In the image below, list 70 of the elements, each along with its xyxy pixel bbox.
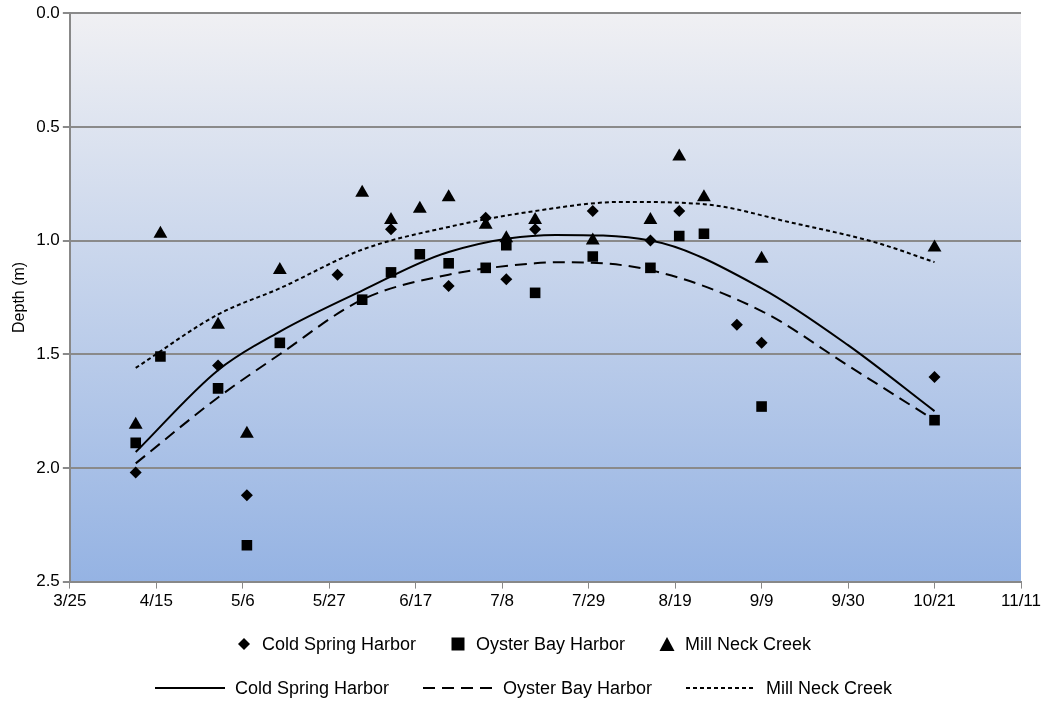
point — [928, 370, 941, 383]
point — [211, 316, 225, 329]
y-tick-label: 1.0 — [36, 230, 60, 250]
x-tick-label: 8/19 — [658, 591, 692, 611]
legend-label: Oyster Bay Harbor — [503, 677, 653, 699]
point — [754, 250, 769, 263]
x-tick-label: 4/15 — [139, 591, 173, 611]
point — [756, 401, 767, 412]
y-axis-title: Depth (m) — [10, 261, 28, 333]
point — [529, 223, 542, 236]
point — [153, 225, 168, 238]
point — [643, 212, 658, 225]
legend-label: Oyster Bay Harbor — [476, 633, 626, 655]
point — [441, 189, 456, 202]
point — [212, 383, 224, 394]
x-tick-label: 7/29 — [572, 591, 606, 611]
point — [500, 273, 513, 286]
point — [672, 148, 687, 161]
point — [645, 262, 656, 274]
point — [673, 230, 685, 242]
point — [385, 267, 397, 278]
point — [528, 212, 543, 225]
point — [331, 268, 344, 281]
x-tick-label: 7/8 — [490, 591, 514, 611]
legend-label: Mill Neck Creek — [766, 677, 893, 699]
x-tick-label: 10/21 — [913, 591, 956, 611]
y-tick-label: 1.5 — [36, 343, 60, 363]
point — [240, 489, 253, 502]
point — [241, 539, 253, 551]
point — [443, 257, 454, 269]
point — [129, 466, 142, 479]
point — [212, 359, 225, 372]
point — [755, 336, 768, 349]
point — [384, 212, 398, 225]
legend-label: Cold Spring Harbor — [234, 677, 389, 699]
point — [698, 228, 710, 240]
legend-label: Mill Neck Creek — [685, 633, 812, 655]
point — [673, 205, 686, 217]
x-tick-label: 3/25 — [53, 591, 87, 611]
x-tick-label: 6/17 — [399, 591, 433, 611]
point — [927, 239, 942, 252]
point — [414, 248, 426, 260]
point — [272, 262, 287, 275]
x-tick-label: 5/27 — [312, 591, 346, 611]
line-series — [134, 200, 936, 369]
point — [730, 318, 743, 331]
x-tick-label: 9/30 — [831, 591, 865, 611]
point — [697, 189, 711, 202]
x-tick-label: 5/6 — [230, 591, 255, 611]
point — [929, 414, 940, 426]
x-tick-label: 11/11 — [1000, 591, 1042, 611]
point — [585, 232, 600, 245]
point — [412, 200, 427, 213]
point — [501, 239, 512, 251]
point — [385, 223, 398, 236]
point — [355, 184, 370, 197]
y-tick-label: 2.5 — [36, 571, 60, 591]
point — [356, 294, 368, 305]
y-tick-label: 0.5 — [36, 116, 60, 136]
point — [442, 280, 455, 293]
point — [587, 251, 599, 262]
x-tick-label: 9/9 — [749, 591, 774, 611]
legend-label: Cold Spring Harbor — [261, 633, 416, 655]
point — [644, 234, 657, 247]
point — [130, 437, 142, 449]
point — [480, 262, 492, 274]
y-tick-label: 2.0 — [36, 457, 60, 477]
point — [586, 205, 599, 217]
y-tick-label: 0.0 — [36, 2, 60, 22]
point — [155, 351, 166, 362]
